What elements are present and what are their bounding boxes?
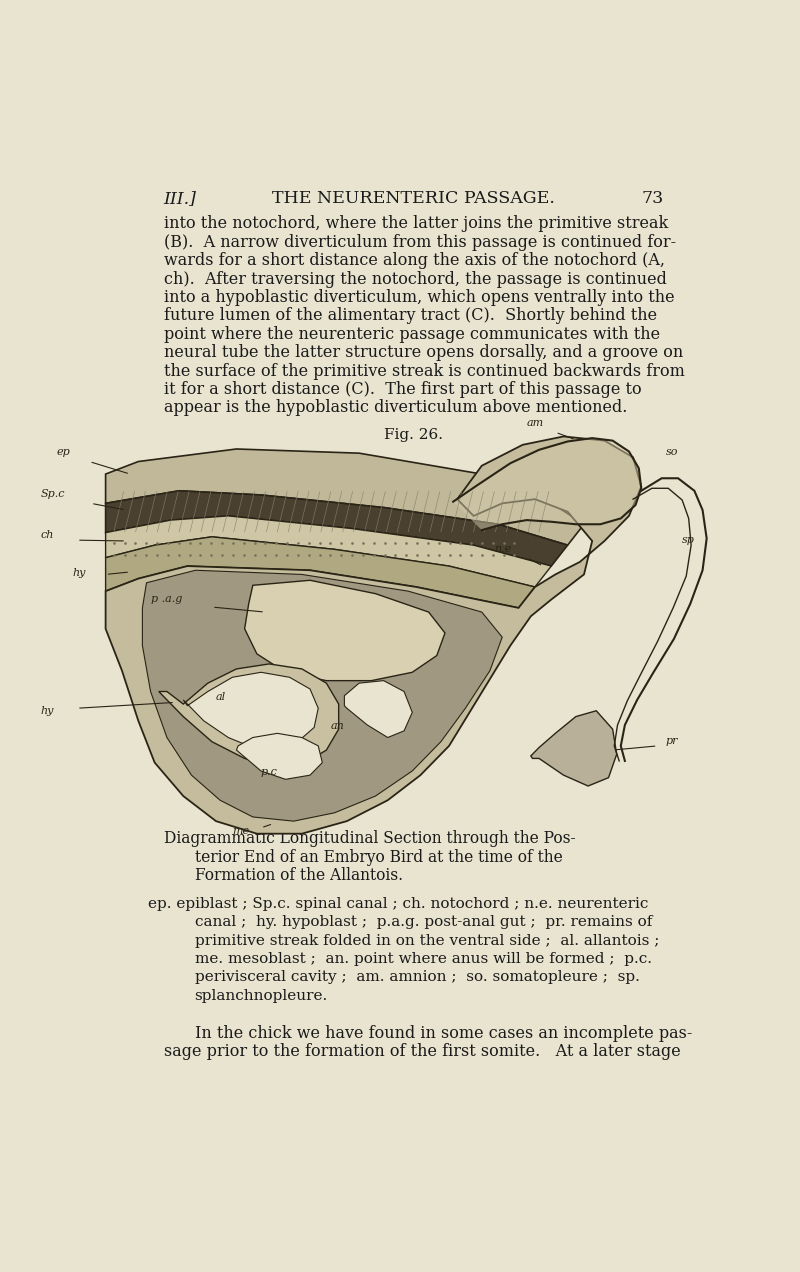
- Text: perivisceral cavity ;  am. amnion ;  so. somatopleure ;  sp.: perivisceral cavity ; am. amnion ; so. s…: [194, 971, 639, 985]
- Text: appear is the hypoblastic diverticulum above mentioned.: appear is the hypoblastic diverticulum a…: [163, 399, 627, 416]
- Polygon shape: [106, 436, 642, 833]
- Polygon shape: [531, 711, 617, 786]
- Polygon shape: [344, 681, 412, 738]
- Polygon shape: [106, 491, 568, 566]
- Text: the surface of the primitive streak is continued backwards from: the surface of the primitive streak is c…: [163, 363, 685, 379]
- Text: so: so: [666, 446, 678, 457]
- Text: Fig. 26.: Fig. 26.: [384, 427, 443, 441]
- Text: ep: ep: [57, 446, 70, 457]
- Polygon shape: [158, 664, 338, 767]
- Text: (B).  A narrow diverticulum from this passage is continued for-: (B). A narrow diverticulum from this pas…: [163, 234, 676, 251]
- Text: it for a short distance (C).  The first part of this passage to: it for a short distance (C). The first p…: [163, 382, 641, 398]
- Text: sp: sp: [682, 536, 695, 546]
- Text: 73: 73: [642, 190, 664, 207]
- Polygon shape: [142, 570, 502, 822]
- Text: into the notochord, where the latter joins the primitive streak: into the notochord, where the latter joi…: [163, 215, 668, 233]
- Text: ch).  After traversing the notochord, the passage is continued: ch). After traversing the notochord, the…: [163, 271, 666, 287]
- Text: p.c: p.c: [261, 767, 278, 777]
- Text: neural tube the latter structure opens dorsally, and a groove on: neural tube the latter structure opens d…: [163, 345, 682, 361]
- Polygon shape: [106, 516, 551, 586]
- Text: future lumen of the alimentary tract (C).  Shortly behind the: future lumen of the alimentary tract (C)…: [163, 308, 657, 324]
- Text: wards for a short distance along the axis of the notochord (A,: wards for a short distance along the axi…: [163, 252, 665, 270]
- Text: al: al: [216, 692, 226, 702]
- Text: me. mesoblast ;  an. point where anus will be formed ;  p.c.: me. mesoblast ; an. point where anus wil…: [194, 951, 651, 965]
- Polygon shape: [453, 438, 642, 530]
- Text: into a hypoblastic diverticulum, which opens ventrally into the: into a hypoblastic diverticulum, which o…: [163, 289, 674, 307]
- Text: hy: hy: [40, 706, 54, 716]
- Polygon shape: [237, 734, 322, 780]
- Polygon shape: [245, 580, 445, 681]
- Polygon shape: [106, 449, 584, 546]
- Text: point where the neurenteric passage communicates with the: point where the neurenteric passage comm…: [163, 326, 660, 343]
- Text: canal ;  hy. hypoblast ;  p.a.g. post-anal gut ;  pr. remains of: canal ; hy. hypoblast ; p.a.g. post-anal…: [194, 915, 652, 929]
- Text: splanchnopleure.: splanchnopleure.: [194, 988, 328, 1002]
- Text: hy: hy: [73, 569, 86, 577]
- Text: Sp.c: Sp.c: [40, 490, 65, 500]
- Text: Formation of the Allantois.: Formation of the Allantois.: [194, 868, 402, 884]
- Text: sage prior to the formation of the first somite.   At a later stage: sage prior to the formation of the first…: [163, 1043, 680, 1061]
- Text: In the chick we have found in some cases an incomplete pas-: In the chick we have found in some cases…: [194, 1025, 692, 1042]
- Text: ep. epiblast ; Sp.c. spinal canal ; ch. notochord ; n.e. neurenteric: ep. epiblast ; Sp.c. spinal canal ; ch. …: [148, 897, 649, 911]
- Text: THE NEURENTERIC PASSAGE.: THE NEURENTERIC PASSAGE.: [273, 190, 555, 207]
- Text: primitive streak folded in on the ventral side ;  al. allantois ;: primitive streak folded in on the ventra…: [194, 934, 659, 948]
- Text: ch: ch: [40, 530, 54, 541]
- Text: n.e: n.e: [494, 544, 511, 553]
- Text: an: an: [330, 721, 344, 731]
- Text: Diagrammatic Longitudinal Section through the Pos-: Diagrammatic Longitudinal Section throug…: [163, 831, 575, 847]
- Text: me: me: [232, 826, 250, 836]
- Text: p .a.g: p .a.g: [150, 594, 182, 604]
- Text: am: am: [526, 418, 544, 429]
- Text: pr: pr: [666, 736, 678, 747]
- Text: III.]: III.]: [163, 190, 197, 207]
- Polygon shape: [183, 673, 318, 750]
- Polygon shape: [106, 537, 535, 608]
- Text: terior End of an Embryo Bird at the time of the: terior End of an Embryo Bird at the time…: [194, 848, 562, 866]
